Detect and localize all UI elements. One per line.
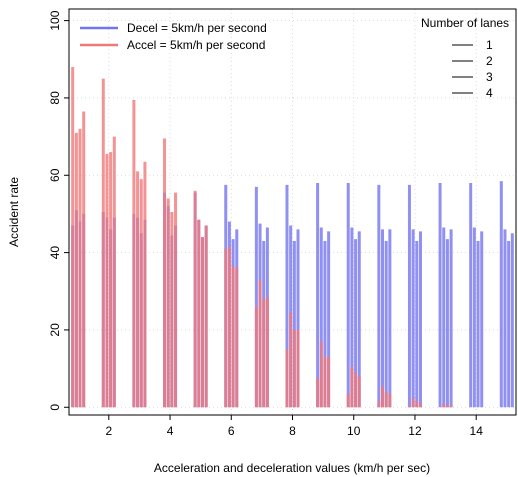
lanes-legend-label-1: 1 (486, 38, 493, 52)
y-tick-label-40: 40 (48, 246, 62, 260)
y-tick-label-20: 20 (48, 323, 62, 337)
x-tick-label-12: 12 (408, 424, 422, 438)
x-axis-label: Acceleration and deceleration values (km… (154, 461, 430, 475)
x-axis: 2 4 6 8 10 12 14 (105, 415, 483, 438)
x-tick-label-4: 4 (167, 424, 174, 438)
x-tick-label-6: 6 (228, 424, 235, 438)
x-tick-label-14: 14 (470, 424, 484, 438)
x-tick-label-8: 8 (289, 424, 296, 438)
x-tick-label-10: 10 (347, 424, 361, 438)
grid-lines (69, 9, 516, 415)
legend-label-decel: Decel = 5km/h per second (127, 21, 267, 35)
legend-label-accel: Accel = 5km/h per second (127, 38, 265, 52)
lanes-legend-label-3: 3 (486, 70, 493, 84)
bars (71, 67, 514, 408)
y-tick-label-0: 0 (48, 404, 62, 411)
y-tick-label-100: 100 (48, 10, 62, 30)
lanes-legend-label-4: 4 (486, 86, 493, 100)
lanes-legend-label-2: 2 (486, 54, 493, 68)
x-tick-label-2: 2 (105, 424, 112, 438)
lanes-legend: Number of lanes 1 2 3 4 (421, 16, 509, 100)
y-tick-label-60: 60 (48, 168, 62, 182)
y-axis: 0 20 40 60 80 100 (48, 10, 69, 411)
y-axis-label: Accident rate (7, 177, 21, 247)
series-legend: Decel = 5km/h per second Accel = 5km/h p… (80, 21, 267, 52)
y-tick-label-80: 80 (48, 91, 62, 105)
lanes-legend-title: Number of lanes (421, 16, 509, 30)
